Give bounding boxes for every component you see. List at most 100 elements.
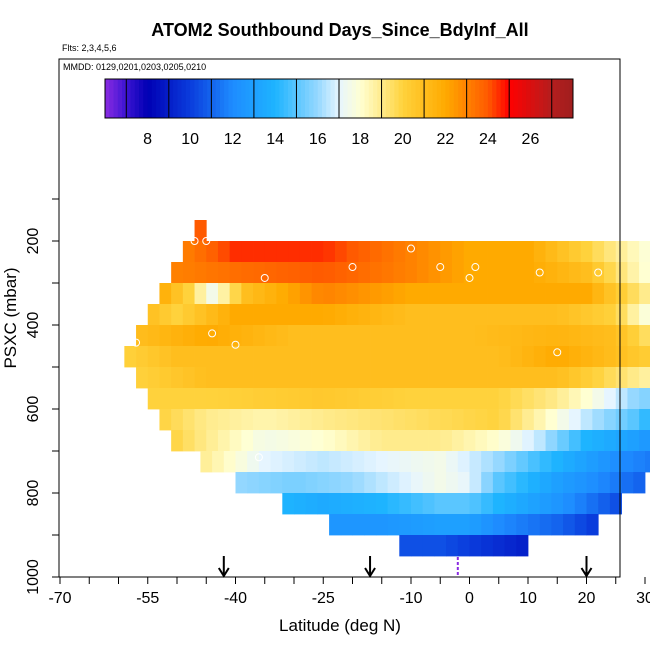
heatmap-cell	[405, 367, 418, 389]
heatmap-cell	[288, 283, 301, 305]
heatmap-cell	[276, 430, 289, 452]
heatmap-cell	[539, 493, 552, 515]
heatmap-cell	[182, 325, 195, 347]
heatmap-cell	[334, 346, 348, 368]
heatmap-cell	[147, 325, 160, 347]
heatmap-cell	[516, 451, 529, 473]
heatmap-cell	[428, 346, 441, 368]
heatmap-cell	[457, 493, 470, 515]
colorbar-segment	[139, 79, 144, 118]
heatmap-cell	[539, 472, 552, 494]
heatmap-cell	[463, 325, 476, 347]
heatmap-cell	[463, 262, 476, 284]
heatmap-cell	[235, 472, 248, 494]
heatmap-cell	[217, 430, 231, 452]
heatmap-cell	[451, 262, 465, 284]
heatmap-cell	[416, 241, 429, 263]
heatmap-cell	[253, 388, 266, 410]
heatmap-cell	[206, 367, 219, 389]
heatmap-cell	[393, 283, 406, 305]
heatmap-cell	[323, 283, 336, 305]
colorbar-segment	[211, 79, 217, 118]
heatmap-cell	[299, 409, 312, 431]
flight-arrow-head	[364, 567, 376, 578]
heatmap-cell	[639, 367, 650, 389]
heatmap-cell	[504, 493, 517, 515]
heatmap-cell	[498, 283, 511, 305]
heatmap-cell	[276, 409, 289, 431]
heatmap-cell	[311, 262, 324, 284]
heatmap-cell	[604, 367, 617, 389]
heatmap-cell	[323, 241, 336, 263]
heatmap-cell	[235, 451, 248, 473]
colorbar-segment	[364, 79, 370, 118]
heatmap-cell	[451, 346, 465, 368]
heatmap-cell	[422, 493, 435, 515]
colorbar-segment	[266, 79, 272, 118]
heatmap-cell	[557, 388, 570, 410]
heatmap-cell	[434, 472, 447, 494]
flight-arrow	[364, 556, 376, 578]
heatmap-cell	[522, 430, 535, 452]
heatmap-cell	[598, 451, 611, 473]
heatmap-cell	[393, 367, 406, 389]
heatmap-cell	[557, 367, 570, 389]
heatmap-cell	[370, 430, 383, 452]
colorbar-segment	[530, 79, 536, 118]
heatmap-cell	[557, 283, 570, 305]
heatmap-cell	[434, 535, 447, 557]
heatmap-cell	[206, 241, 219, 263]
heatmap-cell	[639, 304, 650, 326]
heatmap-cell	[311, 241, 324, 263]
colorbar-segment	[509, 79, 514, 118]
y-tick-label: 400	[25, 312, 42, 339]
heatmap-cell	[416, 430, 429, 452]
heatmap-cell	[522, 367, 535, 389]
heatmap-cell	[241, 367, 254, 389]
heatmap-cell	[545, 430, 558, 452]
heatmap-cell	[299, 388, 312, 410]
heatmap-cell	[580, 283, 593, 305]
heatmap-cell	[334, 388, 348, 410]
heatmap-cell	[522, 388, 535, 410]
heatmap-cell	[446, 535, 459, 557]
heatmap-cell	[305, 493, 318, 515]
heatmap-cell	[229, 325, 242, 347]
heatmap-cell	[463, 430, 476, 452]
heatmap-cell	[229, 283, 242, 305]
heatmap-cell	[422, 472, 435, 494]
y-tick-label: 200	[25, 228, 42, 255]
heatmap-cell	[182, 241, 195, 263]
heatmap-cell	[264, 241, 277, 263]
heatmap-cell	[253, 409, 266, 431]
heatmap-cell	[159, 283, 172, 305]
heatmap-cell	[469, 472, 482, 494]
colorbar-segment	[466, 79, 472, 118]
heatmap-cell	[194, 409, 207, 431]
heatmap-cell	[334, 325, 348, 347]
heatmap-cell	[639, 430, 650, 452]
heatmap-cell	[475, 409, 488, 431]
heatmap-cell	[557, 409, 570, 431]
heatmap-cell	[487, 430, 500, 452]
heatmap-cell	[504, 472, 517, 494]
heatmap-cell	[457, 535, 470, 557]
heatmap-cell	[311, 430, 324, 452]
colorbar-segment	[564, 79, 570, 118]
heatmap-cell	[393, 262, 406, 284]
heatmap-cell	[510, 430, 523, 452]
heatmap-cell	[194, 220, 207, 242]
heatmap-cell	[346, 325, 359, 347]
heatmap-cell	[516, 472, 529, 494]
heatmap-cell	[299, 325, 312, 347]
heatmap-cell	[604, 304, 617, 326]
heatmap-cell	[375, 472, 388, 494]
heatmap-cell	[381, 409, 394, 431]
heatmap-cell	[264, 325, 277, 347]
heatmap-cells	[124, 220, 650, 557]
colorbar-segment	[105, 79, 110, 118]
colorbar-segment	[309, 79, 314, 118]
heatmap-cell	[381, 325, 394, 347]
colorbar-segment	[122, 79, 127, 118]
heatmap-cell	[159, 388, 172, 410]
